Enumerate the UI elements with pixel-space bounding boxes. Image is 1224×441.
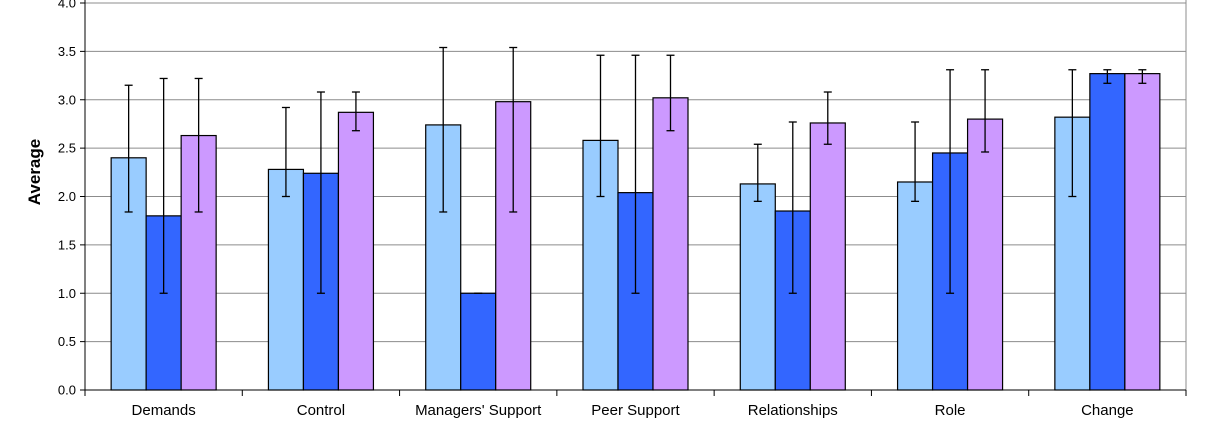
y-tick-label: 3.0 — [58, 92, 76, 107]
bar — [896, 181, 934, 391]
bar — [739, 183, 776, 391]
x-category-label: Managers' Support — [415, 402, 542, 419]
y-tick-label: 4.0 — [58, 0, 76, 11]
y-tick-label: 3.5 — [58, 44, 76, 59]
axes — [80, 0, 1187, 396]
bar — [966, 118, 1004, 391]
y-tick-label: 2.0 — [58, 189, 76, 204]
bar — [1089, 73, 1126, 391]
x-category-label: Change — [1081, 402, 1134, 419]
error-bars — [124, 46, 1147, 294]
y-tick-label: 2.5 — [58, 141, 76, 156]
bar — [652, 97, 689, 391]
y-tick-label: 1.5 — [58, 237, 76, 252]
x-category-label: Role — [935, 402, 966, 419]
y-axis-title: Average — [25, 139, 44, 205]
bar — [267, 168, 305, 391]
bar — [337, 111, 375, 391]
x-category-label: Peer Support — [591, 402, 680, 419]
y-tick-label: 0.0 — [58, 383, 76, 398]
x-category-label: Demands — [132, 402, 196, 419]
bar — [809, 122, 846, 391]
x-category-label: Control — [297, 402, 345, 419]
x-category-label: Relationships — [748, 402, 838, 419]
bars — [110, 73, 1161, 391]
y-tick-label: 1.0 — [58, 286, 76, 301]
bar — [460, 292, 497, 391]
y-tick-label: 0.5 — [58, 334, 76, 349]
labels: 0.0 0.5 1.0 1.5 2.0 2.5 3.0 3.5 4.0 Demands Contro… — [58, 0, 1134, 419]
bar — [1124, 73, 1161, 391]
